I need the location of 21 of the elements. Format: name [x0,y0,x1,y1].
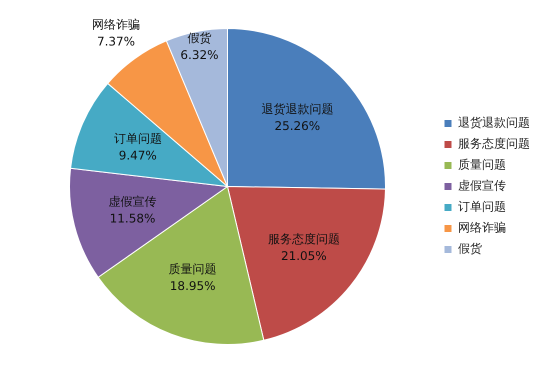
legend-label: 订单问题 [458,200,506,214]
slice-label: 订单问题 [114,131,162,146]
data-label: 7.37% [96,34,136,48]
slice-label: 服务态度问题 [268,232,340,246]
legend-label: 网络诈骗 [458,220,506,235]
slice-label: 网络诈骗 [92,17,140,32]
legend-label: 退货退款问题 [458,116,530,130]
data-label: 11.58% [110,212,156,226]
slice-label: 虚假宣传 [108,194,157,209]
legend-label: 服务态度问题 [458,136,530,151]
legend-label: 质量问题 [458,158,506,172]
legend-label: 假货 [458,242,482,256]
data-label: 9.47% [118,148,157,162]
legend-label: 虚假宣传 [458,178,506,193]
slice-label: 退货退款问题 [261,102,334,116]
data-label: 21.05% [280,249,327,264]
data-label: 25.26% [274,118,320,133]
slice-label: 假货 [187,31,212,46]
data-label: 6.32% [180,48,219,62]
slice-label: 质量问题 [168,262,217,276]
data-label: 18.95% [170,279,216,294]
